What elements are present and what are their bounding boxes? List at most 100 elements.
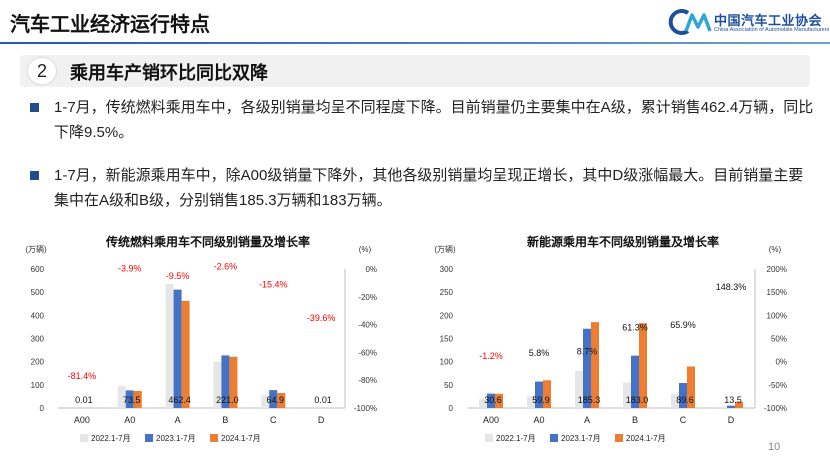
y2-tick-label: 0% — [365, 265, 377, 274]
y-tick-label: 100 — [31, 381, 45, 390]
y2-tick-label: -80% — [358, 376, 377, 385]
x-tick-label: A0 — [124, 415, 135, 425]
legend-swatch — [145, 434, 153, 442]
y-tick-label: 250 — [440, 288, 454, 297]
page-title: 汽车工业经济运行特点 — [10, 14, 210, 36]
bar-value-label: 13.5 — [724, 395, 742, 405]
y2-axis-label: (%) — [359, 245, 372, 254]
y2-tick-label: 150% — [767, 288, 787, 297]
bar — [487, 393, 495, 408]
section-number: 2 — [28, 58, 56, 84]
bar-value-label: 221.0 — [216, 395, 239, 405]
y-tick-label: 400 — [31, 311, 45, 320]
growth-rate-label: -15.4% — [259, 279, 288, 289]
x-tick-label: B — [632, 415, 638, 425]
bar — [671, 394, 679, 408]
x-tick-label: A00 — [483, 415, 499, 425]
bar — [719, 406, 727, 408]
y2-tick-label: 0% — [775, 358, 787, 367]
bar — [591, 322, 599, 408]
chart-title: 新能源乘用车不同级别销量及增长率 — [527, 234, 719, 249]
legend-swatch — [550, 434, 558, 442]
bar — [535, 381, 543, 408]
y2-tick-label: -100% — [764, 404, 787, 413]
logo-text: 中国汽车工业协会 — [714, 13, 823, 28]
bar — [623, 382, 631, 408]
x-tick-label: C — [270, 415, 277, 425]
y-tick-label: 300 — [440, 265, 454, 274]
x-tick-label: C — [680, 415, 687, 425]
y-tick-label: 600 — [31, 265, 45, 274]
legend-label: 2024.1-7月 — [626, 434, 666, 443]
bar — [221, 355, 230, 408]
bar — [229, 356, 238, 408]
y2-axis-label: (%) — [769, 245, 782, 254]
traditional-fuel-chart: 传统燃料乘用车不同级别销量及增长率 (万辆) (%) 0 100 200 300 400 500… — [25, 234, 377, 443]
legend-label: 2022.1-7月 — [496, 434, 536, 443]
bar — [125, 390, 134, 408]
y2-tick-label: 200% — [767, 265, 787, 274]
bar-value-label: 0.01 — [75, 395, 93, 405]
bar — [117, 385, 126, 408]
bar — [173, 289, 182, 408]
bar-value-label: 185.3 — [578, 395, 601, 405]
legend-swatch — [210, 434, 218, 442]
bar — [269, 390, 278, 408]
growth-rate-label: -2.6% — [214, 262, 238, 272]
bullet-text: 1-7月，传统燃料乘用车中，各级别销量均呈不同程度下降。目前销量仍主要集中在A级… — [54, 99, 814, 141]
bar — [575, 370, 583, 408]
x-tick-label: A00 — [74, 415, 90, 425]
growth-rate-label: 65.9% — [670, 320, 696, 330]
logo-english-text: China Association of Automobile Manufact… — [714, 27, 830, 33]
bar — [727, 405, 735, 408]
bar — [639, 323, 647, 408]
y2-tick-label: -20% — [358, 293, 377, 302]
growth-rate-label: -1.2% — [479, 351, 503, 361]
growth-rate-label: -9.5% — [166, 271, 190, 281]
y-tick-label: 0 — [40, 404, 45, 413]
bar — [213, 361, 222, 408]
caam-logo-icon — [668, 9, 712, 35]
header-divider — [0, 42, 830, 44]
bar — [479, 398, 487, 408]
bar-value-label: 0.01 — [314, 395, 332, 405]
x-tick-label: A0 — [533, 415, 544, 425]
y2-tick-label: 100% — [767, 311, 787, 320]
x-tick-label: D — [318, 415, 325, 425]
y-tick-label: 100 — [440, 358, 454, 367]
bar — [181, 300, 190, 408]
bar — [133, 390, 142, 408]
legend-label: 2023.1-7月 — [156, 434, 196, 443]
y2-tick-label: -100% — [354, 404, 377, 413]
bar — [261, 395, 270, 408]
bar-value-label: 59.9 — [532, 395, 550, 405]
x-tick-label: B — [222, 415, 228, 425]
growth-rate-label: -81.4% — [68, 371, 97, 381]
y-tick-label: 500 — [31, 288, 45, 297]
page-number: 10 — [768, 441, 781, 453]
nev-chart: 新能源乘用车不同级别销量及增长率 (万辆) (%) 0 50 100 150 200 250 30… — [434, 234, 787, 443]
legend-label: 2024.1-7月 — [221, 434, 261, 443]
y-tick-label: 0 — [449, 404, 454, 413]
bar — [165, 284, 174, 408]
bullet-point-2: 1-7月，新能源乘用车中，除A00级销量下降外，其他各级别销量均呈现正增长，其中… — [30, 163, 810, 215]
y-tick-label: 50 — [444, 381, 453, 390]
bar-value-label: 462.4 — [168, 395, 191, 405]
legend-label: 2022.1-7月 — [91, 434, 131, 443]
x-tick-label: A — [584, 415, 590, 425]
bar — [543, 380, 551, 408]
y-tick-label: 200 — [31, 358, 45, 367]
bar-value-label: 73.5 — [123, 395, 141, 405]
bar — [735, 401, 743, 408]
y-tick-label: 300 — [31, 335, 45, 344]
section-title: 乘用车产销环比同比双降 — [70, 63, 268, 83]
bar-value-label: 30.6 — [484, 395, 502, 405]
bar — [495, 393, 503, 408]
bar — [527, 396, 535, 408]
bar-value-label: 64.9 — [266, 395, 284, 405]
bar — [583, 328, 591, 408]
bar — [687, 366, 695, 408]
y2-tick-label: 50% — [771, 335, 787, 344]
growth-rate-label: 5.8% — [529, 348, 550, 358]
section-heading: 2 乘用车产销环比同比双降 — [20, 55, 810, 87]
